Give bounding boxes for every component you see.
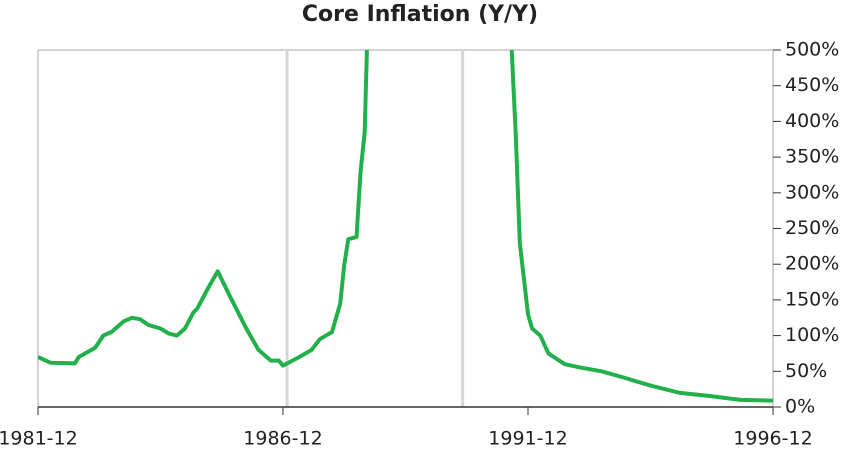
y-tick-label: 100% [785, 324, 839, 346]
plot-frame [37, 49, 774, 408]
y-tick-label: 200% [785, 253, 839, 275]
plot-area [38, 50, 773, 403]
y-tick-label: 50% [785, 360, 827, 382]
data-line [38, 50, 773, 403]
y-tick-label: 300% [785, 181, 839, 203]
x-tick-label: 1991-12 [488, 428, 567, 449]
x-tick-label: 1986-12 [243, 428, 322, 449]
y-tick-label: 150% [785, 288, 839, 310]
chart-title: Core Inflation (Y/Y) [302, 2, 538, 27]
y-tick-label: 350% [785, 146, 839, 168]
x-tick-label: 1996-12 [733, 428, 812, 449]
y-tick-label: 450% [785, 74, 839, 96]
y-tick-label: 500% [785, 39, 839, 61]
x-tick-label: 1981-12 [0, 428, 78, 449]
y-tick-label: 250% [785, 217, 839, 239]
y-tick-label: 400% [785, 110, 839, 132]
y-tick-label: 0% [785, 396, 815, 418]
